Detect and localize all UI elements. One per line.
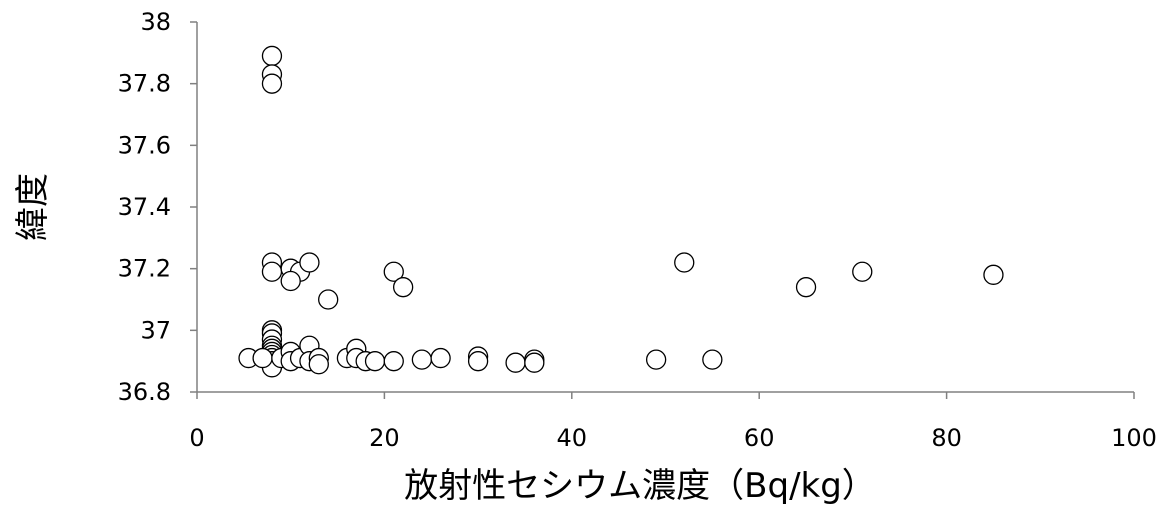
data-point [852,261,873,282]
axes [196,22,1134,393]
x-tick-label: 0 [189,424,204,452]
data-point [392,277,414,298]
data-point [383,351,404,372]
data-point [430,347,451,369]
x-tick-label: 100 [1111,424,1157,452]
data-point [467,351,489,372]
x-ticks: 0 20 40 60 80 100 [189,392,1157,452]
x-tick-label: 60 [744,424,775,452]
y-tick-label: 37.8 [118,70,171,98]
data-point [524,352,545,373]
data-point [280,270,301,292]
data-point [505,352,526,373]
x-tick-label: 20 [369,424,400,452]
data-point [308,354,329,375]
data-point [252,347,273,369]
data-point [983,264,1004,285]
y-tick-label: 37.6 [118,131,171,159]
data-point [674,252,695,273]
x-axis-title: 放射性セシウム濃度（Bq/kg） [404,466,876,506]
data-point [318,289,339,310]
y-tick-label: 37.2 [118,255,171,283]
x-tick-label: 80 [931,424,962,452]
y-tick-label: 36.8 [118,378,171,406]
data-point [261,261,283,282]
data-point [364,351,386,372]
y-tick-label: 37 [140,316,171,344]
x-tick-label: 40 [557,424,588,452]
data-point [795,277,817,298]
data-points [238,45,1004,378]
data-point [645,349,667,370]
y-axis-title: 緯度 [13,173,53,241]
data-point [411,349,433,370]
y-ticks: 36.8 37 37.2 37.4 37.6 37.8 38 [118,8,197,406]
y-tick-label: 38 [140,8,171,36]
data-point [299,252,320,273]
data-point [261,73,283,94]
data-point [383,261,404,282]
data-point [261,45,283,67]
y-tick-label: 37.4 [118,193,171,221]
data-point [702,349,723,370]
